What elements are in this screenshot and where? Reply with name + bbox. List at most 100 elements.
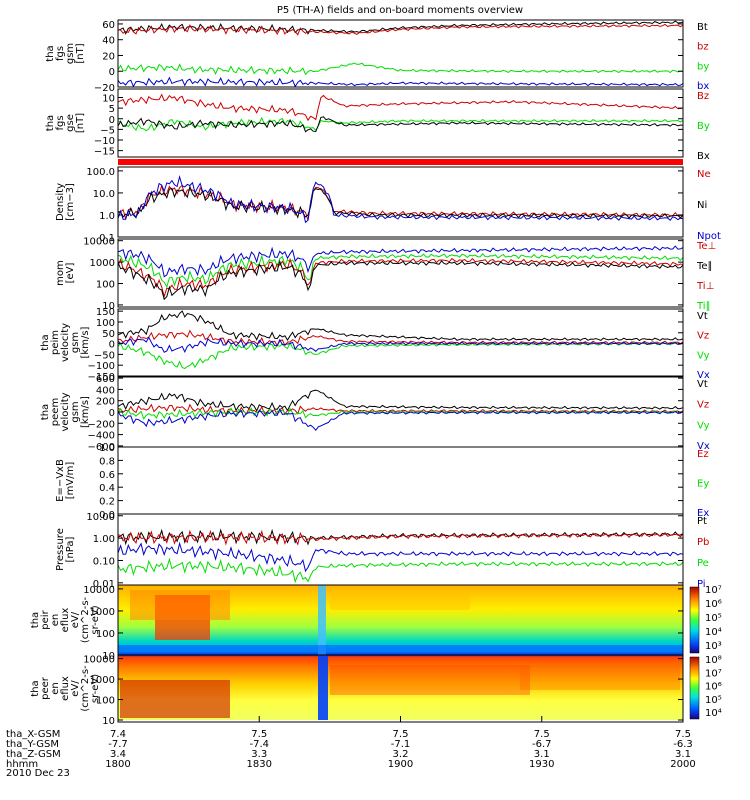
y-tick-label: −20 [94,83,115,94]
colorbar-label: 10⁷ [705,668,722,679]
series-line-pressure-2 [117,541,684,573]
y-axis-label: [nT] [75,113,86,133]
time-axis-value: 1800 [105,759,130,770]
y-tick-label: 0 [109,408,115,419]
y-tick-label: −100 [88,361,115,372]
series-line-peim-0 [117,310,684,342]
series-line-density-2 [117,175,684,224]
y-tick-label: 200 [96,397,115,408]
panel-peem [117,389,684,432]
separator-bar [118,159,683,165]
y-tick-label: 100 [96,280,115,291]
legend-label: Bx [697,151,710,162]
y-tick-label: 600 [96,374,115,385]
y-axis-label: eflux [60,608,71,633]
y-axis-label: tha [45,115,56,131]
series-line-fgs-gse-2 [117,116,684,133]
legend-label: Vx [697,370,710,381]
series-line-peim-3 [117,336,684,353]
date-label: 2010 Dec 23 [6,768,70,779]
legend-label: Ne [697,169,711,180]
y-tick-label: 1.00 [93,534,115,545]
y-axis-label: velocity [60,392,71,431]
y-tick-label: 150 [96,307,115,318]
series-line-peem-0 [117,389,684,412]
y-tick-label: 0.6 [99,470,115,481]
colorbar-label: 10³ [705,641,722,652]
y-tick-label: 10 [102,716,115,727]
series-line-mom-2 [117,257,684,299]
y-tick-label: 100.0 [86,167,115,178]
y-tick-label: 0.1 [99,233,115,244]
time-axis-value: -7.4 [249,739,269,750]
y-tick-label: 10000 [83,237,115,248]
y-axis-label: peir [40,609,51,629]
legend-label: Ex [697,508,709,519]
y-axis-label: en [50,614,61,627]
time-axis-value: 7.5 [675,729,691,740]
time-axis-value: -6.7 [532,739,552,750]
y-tick-label: 10 [102,651,115,662]
panel-density [117,175,684,224]
legend-label: bz [697,42,709,53]
y-tick-label: −400 [88,431,115,442]
legend-label: Te∥ [696,261,713,272]
y-axis-label: peem [50,398,61,426]
y-axis-label: [cm−3] [65,183,76,221]
time-axis-value: 7.5 [251,729,267,740]
colorbar-label: 10⁴ [705,627,722,638]
y-tick-label: 10.0 [93,189,115,200]
series-line-fgs-3 [117,76,684,88]
y-axis-label: peim [50,330,61,355]
legend-label: Bt [697,22,708,33]
panel-pressure [117,528,684,584]
y-tick-label: 40 [102,36,115,47]
legend-label: Vy [697,420,710,431]
y-axis-label: tha [30,612,41,628]
series-line-fgs-1 [117,23,684,36]
y-axis-label: fgs [55,46,66,61]
y-axis-label: tha [40,334,51,350]
panel-frame [117,166,684,238]
y-tick-label: 100 [96,318,115,329]
legend-label: Ey [697,479,709,490]
y-tick-label: 0.10 [93,556,115,567]
y-tick-label: 1000 [90,258,115,269]
series-line-pressure-3 [117,557,684,584]
y-axis-label: fgs [55,115,66,130]
y-tick-label: 10000 [83,655,115,666]
series-line-peim-1 [117,329,684,347]
legend-label: Ni [697,200,707,211]
y-axis-label: eV/ [70,611,81,628]
y-tick-label: 10.00 [86,512,115,523]
y-tick-label: 100 [96,629,115,640]
series-line-fgs-0 [117,20,684,35]
legend-label: Ti⊥ [696,281,714,292]
y-axis-label: (cm^2-s- [80,596,91,643]
time-axis-value: -7.1 [391,739,411,750]
y-tick-label: −10 [94,136,115,147]
panel-mom [117,245,684,301]
y-tick-label: −15 [94,147,115,158]
panel-fgs [117,20,684,88]
time-axis-value: -6.3 [673,739,693,750]
y-axis-label: en [50,682,61,695]
y-tick-label: 0.2 [99,497,115,508]
series-line-pressure-0 [117,528,684,546]
legend-label: Pe [697,558,709,569]
time-axis-value: 1830 [247,759,272,770]
y-axis-label: tha [40,404,51,420]
time-axis-value: -7.7 [108,739,128,750]
y-tick-label: 50 [102,329,115,340]
y-axis-label: gsm [70,332,81,353]
series-line-fgs-gse-1 [117,116,684,132]
series-line-peim-2 [117,341,684,370]
y-tick-label: 0 [109,115,115,126]
series-line-mom-0 [117,245,684,278]
legend-label: By [697,121,710,132]
panel-frame [117,446,684,515]
legend-label: Vt [697,379,708,390]
y-tick-label: 100 [96,696,115,707]
series-line-density-0 [117,183,684,221]
y-axis-label: Pressure [55,528,66,571]
